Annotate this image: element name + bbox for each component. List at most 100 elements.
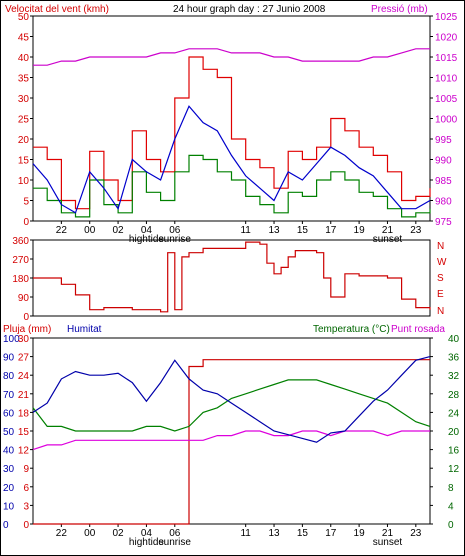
wind-y-label: 20 bbox=[18, 135, 30, 146]
direction-line bbox=[33, 241, 431, 313]
compass-e: E bbox=[437, 289, 444, 300]
temp-y-label: 4 bbox=[448, 501, 454, 512]
humidity-y-label: 100 bbox=[3, 334, 20, 345]
pressure-y-label: 1015 bbox=[435, 53, 458, 64]
wind-green-line bbox=[33, 154, 431, 218]
wind-x-label: 02 bbox=[113, 225, 125, 236]
humidity-y-label: 60 bbox=[3, 408, 15, 419]
wind-gust-line bbox=[33, 56, 431, 210]
rain-y-label: 12 bbox=[18, 446, 30, 457]
humidity-y-label: 10 bbox=[3, 501, 15, 512]
wind-title: Velocitat del vent (kmh) bbox=[5, 4, 109, 15]
humidity-x-label: 17 bbox=[325, 528, 337, 539]
rain-y-label: 24 bbox=[18, 371, 30, 382]
temp-y-label: 12 bbox=[448, 464, 460, 475]
wind-y-label: 45 bbox=[18, 33, 30, 44]
dewpoint-line bbox=[32, 430, 430, 451]
humidity-y-label: 70 bbox=[3, 390, 15, 401]
temperature-title: Temperatura (°C) bbox=[313, 324, 390, 335]
humidity-x-label: 15 bbox=[297, 528, 309, 539]
humidity-y-label: 20 bbox=[3, 483, 15, 494]
compass-w: W bbox=[437, 257, 447, 268]
rain-y-label: 6 bbox=[23, 483, 29, 494]
temperature-line bbox=[32, 379, 431, 432]
dewpoint-title: Punt rosada bbox=[391, 324, 445, 335]
direction-y-label: 270 bbox=[12, 255, 29, 266]
rain-y-label: 30 bbox=[18, 334, 30, 345]
humidity-x-label: 19 bbox=[354, 528, 366, 539]
humidity-x-label: 00 bbox=[84, 528, 96, 539]
temp-y-label: 40 bbox=[448, 334, 460, 345]
wind-x-label: 11 bbox=[240, 225, 251, 236]
wind-x-label: 04 bbox=[141, 225, 153, 236]
wind-x-label: 19 bbox=[354, 225, 366, 236]
pressure-y-label: 1025 bbox=[435, 12, 458, 23]
wind-x-sublabel: sunset bbox=[373, 234, 403, 245]
wind-x-label: 06 bbox=[169, 225, 181, 236]
temp-y-label: 24 bbox=[448, 408, 460, 419]
temp-y-label: 36 bbox=[448, 353, 460, 364]
compass-n-bottom: N bbox=[437, 306, 444, 317]
rain-y-label: 21 bbox=[18, 390, 30, 401]
pressure-y-label: 1010 bbox=[435, 74, 458, 85]
humidity-x-label: 02 bbox=[113, 528, 125, 539]
direction-y-label: 360 bbox=[12, 236, 29, 247]
wind-x-sublabel: hightide bbox=[129, 234, 164, 245]
pressure-y-label: 990 bbox=[435, 156, 452, 167]
compass-n-top: N bbox=[437, 241, 444, 252]
direction-y-label: 90 bbox=[18, 293, 30, 304]
humidity-y-label: 30 bbox=[3, 464, 15, 475]
rain-y-label: 27 bbox=[18, 353, 30, 364]
wind-y-label: 35 bbox=[18, 74, 30, 85]
pressure-y-label: 995 bbox=[435, 135, 452, 146]
humidity-y-label: 80 bbox=[3, 371, 15, 382]
pressure-y-label: 975 bbox=[435, 217, 452, 228]
rain-line bbox=[33, 359, 430, 525]
rain-y-label: 9 bbox=[23, 464, 29, 475]
graph-title: 24 hour graph day : 27 Junio 2008 bbox=[173, 4, 326, 15]
wind-y-label: 30 bbox=[18, 94, 30, 105]
humidity-y-label: 50 bbox=[3, 427, 15, 438]
wind-y-label: 50 bbox=[18, 12, 30, 23]
pressure-y-label: 985 bbox=[435, 176, 452, 187]
humidity-y-label: 90 bbox=[3, 353, 15, 364]
pressure-y-label: 1005 bbox=[435, 94, 458, 105]
rain-title: Pluja (mm) bbox=[3, 324, 51, 335]
temp-y-label: 32 bbox=[448, 371, 460, 382]
wind-x-label: 22 bbox=[56, 225, 68, 236]
wind-y-label: 0 bbox=[23, 217, 29, 228]
humidity-x-sublabel: hightide bbox=[129, 537, 164, 548]
humidity-x-label: 21 bbox=[382, 528, 394, 539]
humidity-x-label: 11 bbox=[240, 528, 251, 539]
wind-x-label: 17 bbox=[325, 225, 337, 236]
wind-y-label: 40 bbox=[18, 53, 30, 64]
humidity-x-label: 22 bbox=[56, 528, 68, 539]
humidity-line bbox=[32, 356, 431, 443]
humidity-title: Humitat bbox=[67, 324, 102, 335]
temp-y-label: 20 bbox=[448, 427, 460, 438]
direction-y-label: 0 bbox=[23, 312, 29, 323]
pressure-y-label: 980 bbox=[435, 197, 452, 208]
wind-x-label: 21 bbox=[382, 225, 394, 236]
rain-y-label: 15 bbox=[18, 427, 30, 438]
wind-x-label: 13 bbox=[268, 225, 280, 236]
wind-x-label: 15 bbox=[297, 225, 309, 236]
humidity-x-label: 06 bbox=[169, 528, 181, 539]
wind-x-sublabel: sunrise bbox=[159, 234, 192, 245]
wind-x-label: 00 bbox=[84, 225, 96, 236]
humidity-y-label: 0 bbox=[3, 520, 9, 531]
wind-y-label: 5 bbox=[23, 197, 29, 208]
pressure-y-label: 1000 bbox=[435, 115, 458, 126]
humidity-y-label: 40 bbox=[3, 446, 15, 457]
direction-y-label: 180 bbox=[12, 274, 29, 285]
temp-y-label: 28 bbox=[448, 390, 460, 401]
temp-y-label: 0 bbox=[448, 520, 454, 531]
wind-x-label: 23 bbox=[410, 225, 422, 236]
rain-y-label: 18 bbox=[18, 408, 30, 419]
rain-y-label: 3 bbox=[23, 501, 29, 512]
wind-y-label: 15 bbox=[18, 156, 30, 167]
wind-y-label: 10 bbox=[18, 176, 30, 187]
temp-y-label: 16 bbox=[448, 446, 460, 457]
